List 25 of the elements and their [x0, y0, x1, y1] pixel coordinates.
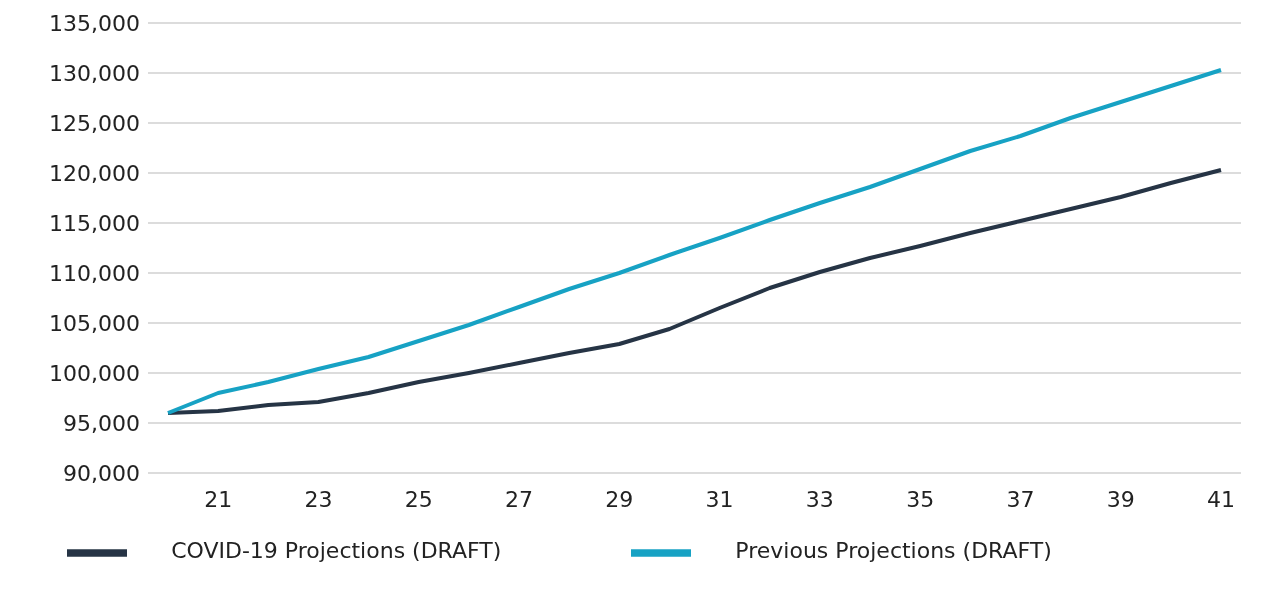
y-tick-label: 135,000: [49, 10, 140, 36]
y-tick-label: 115,000: [49, 210, 140, 236]
x-tick-label: 23: [304, 486, 333, 512]
legend-label: COVID-19 Projections (DRAFT): [171, 537, 502, 563]
x-tick-label: 41: [1207, 486, 1235, 512]
y-tick-label: 125,000: [49, 110, 140, 136]
y-tick-label: 120,000: [49, 160, 140, 186]
x-tick-label: 29: [605, 486, 634, 512]
legend-label: Previous Projections (DRAFT): [735, 537, 1052, 563]
y-tick-label: 90,000: [63, 460, 140, 486]
line-series: [166, 68, 1223, 415]
y-tick-label: 95,000: [63, 410, 140, 436]
x-tick-label: 39: [1106, 486, 1135, 512]
x-tick-label: 27: [505, 486, 533, 512]
y-tick-label: 130,000: [49, 60, 140, 86]
x-tick-label: 25: [404, 486, 433, 512]
x-tick-label: 21: [204, 486, 233, 512]
y-tick-label: 100,000: [49, 360, 140, 386]
y-tick-label: 110,000: [49, 260, 140, 286]
x-tick-label: 33: [805, 486, 834, 512]
line-series: [166, 168, 1223, 415]
x-tick-label: 37: [1006, 486, 1035, 512]
x-tick-label: 35: [906, 486, 935, 512]
x-tick-label: 31: [705, 486, 734, 512]
y-tick-label: 105,000: [49, 310, 140, 336]
